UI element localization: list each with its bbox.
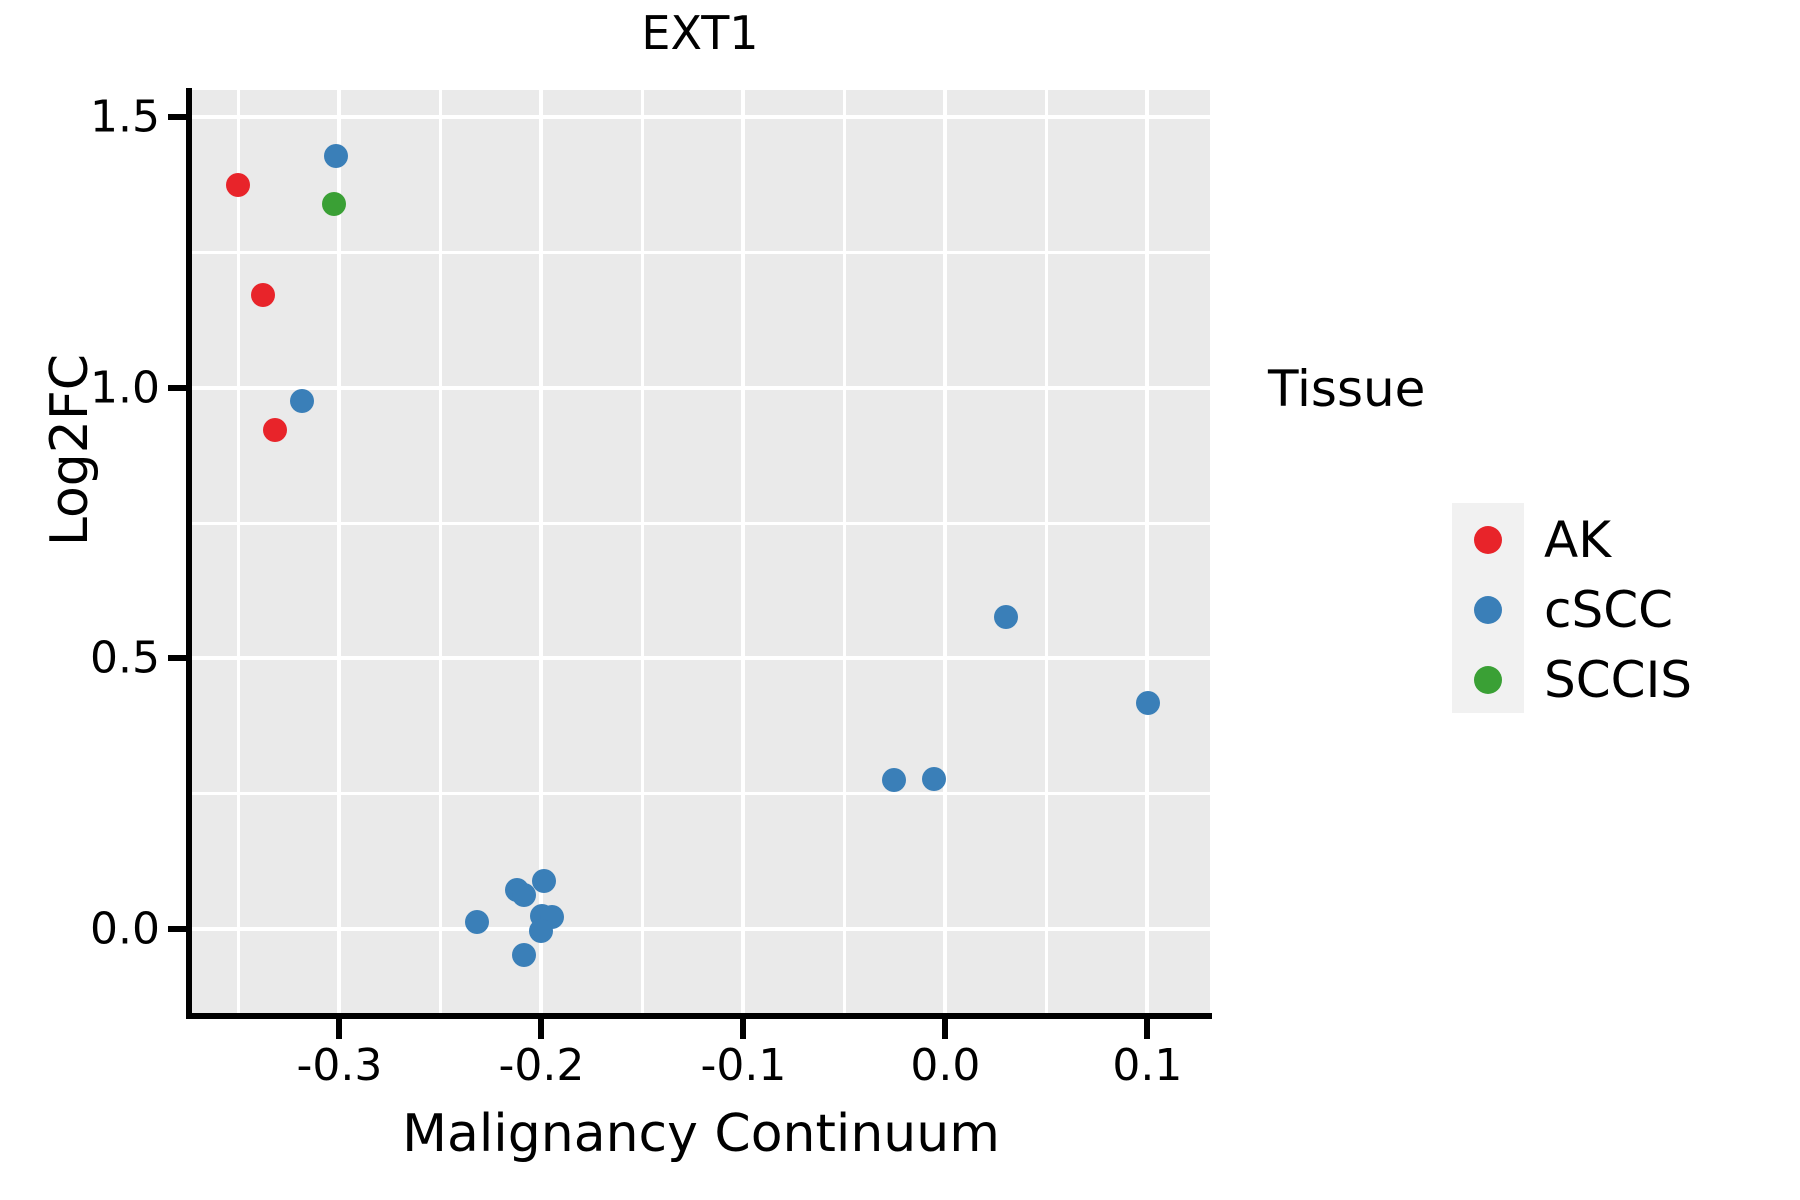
legend-color-dot-icon <box>1474 596 1502 624</box>
scatter-point-ak <box>226 172 251 197</box>
x-axis-tick <box>336 1019 343 1039</box>
y-axis-tick <box>168 655 188 662</box>
grid-line-vertical-minor <box>842 90 846 1013</box>
legend-entry-sccis[interactable]: SCCIS <box>1452 645 1792 715</box>
x-axis-tick-label: 0.0 <box>910 1040 981 1091</box>
legend-entry-label: SCCIS <box>1544 651 1693 709</box>
legend-title: Tissue <box>1268 360 1426 418</box>
x-axis-line <box>186 1013 1212 1019</box>
x-axis-tick-label: 0.1 <box>1112 1040 1183 1091</box>
grid-line-vertical-major <box>539 90 544 1013</box>
grid-line-vertical-major <box>943 90 948 1013</box>
scatter-point-cscc <box>881 768 906 793</box>
scatter-point-cscc <box>324 144 349 169</box>
plot-panel <box>192 90 1210 1013</box>
scatter-point-cscc <box>512 882 537 907</box>
scatter-point-cscc <box>993 604 1018 629</box>
legend-color-dot-icon <box>1474 666 1502 694</box>
grid-line-horizontal-major <box>192 115 1210 120</box>
scatter-point-ak <box>262 417 287 442</box>
grid-line-vertical-major <box>1145 90 1150 1013</box>
grid-line-horizontal-major <box>192 927 1210 932</box>
y-axis-tick-label: 0.5 <box>90 632 160 684</box>
legend-entry-ak[interactable]: AK <box>1452 505 1792 575</box>
scatter-point-cscc <box>464 910 489 935</box>
scatter-point-cscc <box>1136 691 1161 716</box>
scatter-point-cscc <box>922 767 947 792</box>
y-axis-tick <box>168 926 188 933</box>
x-axis-tick <box>740 1019 747 1039</box>
grid-line-horizontal-major <box>192 656 1210 661</box>
scatter-point-cscc <box>532 869 557 894</box>
y-axis-tick-label: 1.5 <box>90 91 160 143</box>
grid-line-horizontal-minor <box>192 521 1210 525</box>
grid-line-vertical-minor <box>1044 90 1048 1013</box>
y-axis-tick <box>168 114 188 121</box>
scatter-point-cscc <box>290 389 315 414</box>
x-axis-tick <box>538 1019 545 1039</box>
legend-entry-cscc[interactable]: cSCC <box>1452 575 1792 645</box>
x-axis-tick-label: -0.3 <box>296 1040 383 1091</box>
scatter-point-cscc <box>512 943 537 968</box>
grid-line-vertical-minor <box>236 90 240 1013</box>
scatter-point-cscc <box>529 918 554 943</box>
chart-title: EXT1 <box>641 6 759 60</box>
grid-line-horizontal-major <box>192 385 1210 390</box>
x-axis-tick <box>942 1019 949 1039</box>
grid-line-vertical-minor <box>438 90 442 1013</box>
grid-line-vertical-minor <box>640 90 644 1013</box>
y-axis-tick-label: 0.0 <box>90 903 160 955</box>
x-axis-tick <box>1144 1019 1151 1039</box>
y-axis-title: Log2FC <box>40 353 100 547</box>
y-axis-tick <box>168 384 188 391</box>
x-axis-tick-label: -0.1 <box>700 1040 787 1091</box>
legend-color-dot-icon <box>1474 526 1502 554</box>
grid-line-horizontal-minor <box>192 792 1210 796</box>
legend-entry-label: cSCC <box>1544 581 1674 639</box>
grid-line-vertical-major <box>741 90 746 1013</box>
x-axis-title: Malignancy Continuum <box>402 1104 1000 1164</box>
grid-line-vertical-major <box>337 90 342 1013</box>
grid-line-horizontal-minor <box>192 250 1210 254</box>
scatter-point-sccis <box>322 191 347 216</box>
legend-entry-label: AK <box>1544 511 1611 569</box>
scatter-point-ak <box>250 282 275 307</box>
y-axis-tick-label: 1.0 <box>90 362 160 414</box>
y-axis-line <box>186 88 192 1015</box>
x-axis-tick-label: -0.2 <box>498 1040 585 1091</box>
